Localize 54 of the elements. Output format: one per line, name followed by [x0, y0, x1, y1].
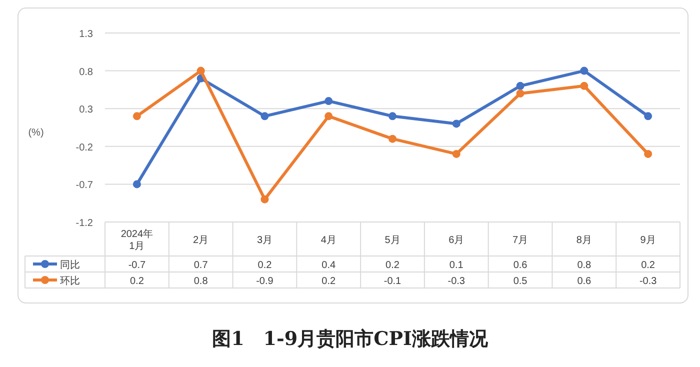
data-label: 0.7 — [194, 260, 208, 271]
x-tick-label: 2月 — [193, 235, 209, 246]
data-label: 0.2 — [641, 260, 656, 271]
data-label: -0.3 — [448, 276, 466, 287]
legend-label: 同比 — [60, 259, 80, 271]
point — [580, 66, 588, 75]
point — [388, 134, 396, 143]
point — [644, 112, 652, 120]
legend-label: 环比 — [60, 275, 80, 287]
y-tick-label: -0.7 — [76, 180, 94, 192]
point — [516, 82, 524, 90]
point — [132, 112, 141, 120]
data-label: 0.4 — [322, 260, 336, 271]
point — [452, 150, 460, 158]
point — [132, 180, 141, 188]
y-tick-label: -1.2 — [76, 218, 94, 229]
point — [196, 66, 205, 75]
data-label: -0.3 — [639, 276, 658, 287]
data-label: -0.7 — [128, 260, 146, 271]
x-tick-label: 7月 — [512, 235, 528, 246]
y-tick-label: 1.3 — [79, 29, 94, 40]
x-tick-label: 8月 — [576, 235, 592, 246]
point — [580, 82, 588, 90]
data-label: 0.2 — [130, 276, 144, 287]
point — [324, 97, 333, 106]
data-label: 0.2 — [386, 260, 400, 271]
data-label: 0.8 — [194, 276, 208, 287]
y-tick-label: -0.2 — [76, 142, 94, 154]
y-axis-title: (%) — [28, 128, 44, 138]
data-label: -0.9 — [256, 276, 274, 287]
point — [452, 120, 460, 128]
point — [388, 112, 396, 120]
data-label: 0.2 — [258, 260, 272, 271]
point — [644, 150, 652, 158]
point — [516, 89, 524, 98]
y-tick-label: 0.3 — [79, 104, 94, 116]
data-label: 0.8 — [577, 260, 592, 271]
point — [260, 112, 269, 120]
data-label: 0.5 — [513, 276, 528, 287]
x-tick-label: 2024年 1月 — [120, 228, 154, 252]
data-label: 0.6 — [577, 276, 592, 287]
text: 图1 1-9月贵阳市CPI涨跌情况 — [212, 328, 489, 350]
data-label: 0.6 — [513, 260, 528, 271]
data-label: 0.2 — [322, 276, 336, 287]
x-tick-label: 3月 — [256, 235, 273, 246]
data-label: 0.1 — [449, 260, 464, 271]
x-tick-label: 6月 — [448, 235, 464, 246]
x-tick-label: 9月 — [640, 235, 656, 246]
y-tick-label: 0.8 — [79, 66, 94, 78]
data-label: -0.1 — [384, 276, 402, 287]
point — [324, 112, 333, 120]
x-tick-label: 5月 — [384, 235, 400, 246]
point — [260, 195, 269, 204]
x-tick-label: 4月 — [320, 235, 336, 246]
